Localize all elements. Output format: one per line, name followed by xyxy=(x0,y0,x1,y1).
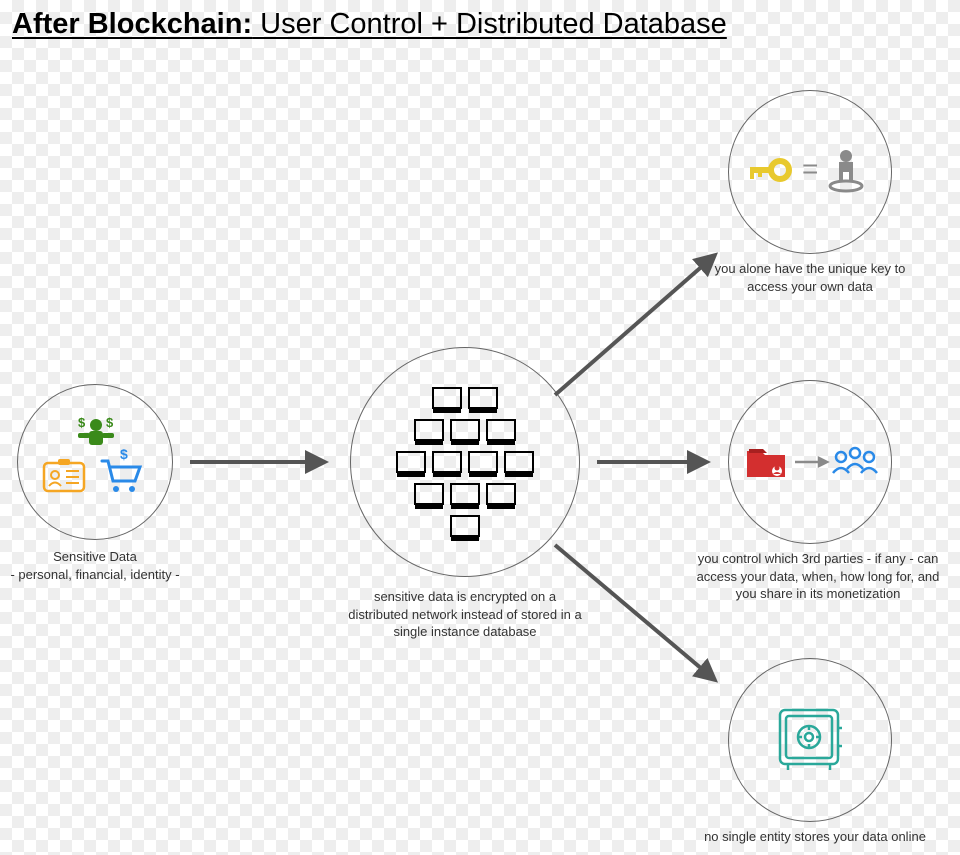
sensitive-line1: Sensitive Data xyxy=(53,549,137,564)
safe-label: no single entity stores your data online xyxy=(695,828,935,846)
key-person-icon: = xyxy=(740,122,880,222)
title-reg: User Control + Distributed Database xyxy=(252,8,727,40)
arrow-3 xyxy=(592,447,722,477)
key-label: you alone have the unique key to access … xyxy=(702,260,918,295)
control-circle xyxy=(728,380,892,544)
arrow-1 xyxy=(185,447,340,477)
key-circle: = xyxy=(728,90,892,254)
safe-icon xyxy=(765,695,855,785)
sensitive-data-icon: $ $ $ xyxy=(30,397,160,527)
title-bold: After Blockchain: xyxy=(12,8,252,40)
sensitive-data-circle: $ $ $ xyxy=(17,384,173,540)
svg-text:$: $ xyxy=(106,415,114,430)
svg-text:$: $ xyxy=(78,415,86,430)
svg-text:=: = xyxy=(802,153,818,184)
sensitive-line2: - personal, financial, identity - xyxy=(10,567,179,582)
network-icon xyxy=(365,362,565,562)
control-label: you control which 3rd parties - if any -… xyxy=(688,550,948,603)
sensitive-data-label: Sensitive Data - personal, financial, id… xyxy=(0,548,190,583)
svg-text:$: $ xyxy=(120,446,128,462)
safe-circle xyxy=(728,658,892,822)
page-title: After Blockchain: User Control + Distrib… xyxy=(12,8,727,41)
control-icon xyxy=(735,417,885,507)
